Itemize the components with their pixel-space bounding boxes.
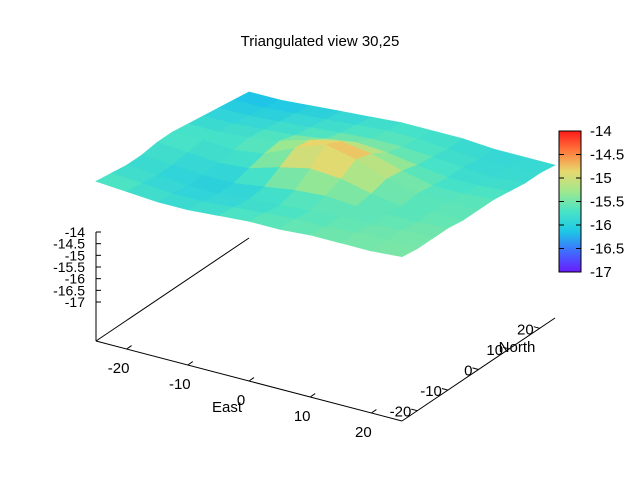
colorbar-tick-label: -17 — [590, 264, 612, 281]
base-back-line — [95, 237, 250, 342]
y-axis-label: North — [499, 339, 536, 356]
x-tick-label: -10 — [169, 376, 191, 393]
x-tick-mark — [126, 345, 132, 350]
y-tick-label: -20 — [390, 404, 412, 421]
z-tick-label: -14.5 — [53, 236, 85, 252]
colorbar: -14 -14.5 -15 -15.5 -16 -16.5 -17 — [558, 123, 624, 281]
surface-mesh — [95, 91, 556, 258]
y-tick-label: 10 — [486, 342, 503, 359]
colorbar-tick-label: -15.5 — [590, 194, 624, 211]
colorbar-tick-label: -16.5 — [590, 241, 624, 258]
y-tick-label: 0 — [464, 363, 472, 380]
x-tick-label: 0 — [237, 392, 245, 409]
y-tick-mark — [533, 326, 540, 329]
x-tick-label: -20 — [108, 360, 130, 377]
x-tick-mark — [248, 377, 255, 382]
colorbar-tick-label: -14.5 — [590, 147, 624, 164]
surface-cell — [370, 240, 419, 258]
colorbar-tick-label: -14 — [590, 123, 612, 140]
z-tick-label: -16.5 — [53, 282, 85, 298]
y-tick-label: 20 — [517, 321, 534, 338]
z-tick-label: -17 — [65, 294, 85, 310]
y-tick-mark — [441, 388, 449, 391]
z-tick-label: -14 — [65, 224, 85, 240]
y-tick-mark — [411, 408, 418, 412]
y-tick-mark — [502, 346, 510, 350]
x-tick-label: 10 — [294, 408, 311, 425]
x-tick-label: 20 — [355, 424, 372, 441]
z-tick-label: -15.5 — [53, 259, 85, 275]
z-tick-label: -15 — [65, 247, 85, 263]
y-tick-label: -10 — [420, 383, 442, 400]
x-tick-mark — [309, 393, 316, 398]
colorbar-tick-label: -16 — [590, 217, 612, 234]
chart-title: Triangulated view 30,25 — [241, 33, 400, 50]
y-tick-mark — [472, 367, 479, 370]
z-tick-label: -16 — [65, 271, 85, 287]
x-axis-label: East — [212, 399, 243, 416]
colorbar-tick-label: -15 — [590, 170, 612, 187]
x-tick-mark — [187, 361, 194, 366]
axes: -20-1001020-20-1001020-14-14.5-15-15.5-1… — [53, 224, 556, 441]
x-tick-mark — [371, 409, 377, 414]
